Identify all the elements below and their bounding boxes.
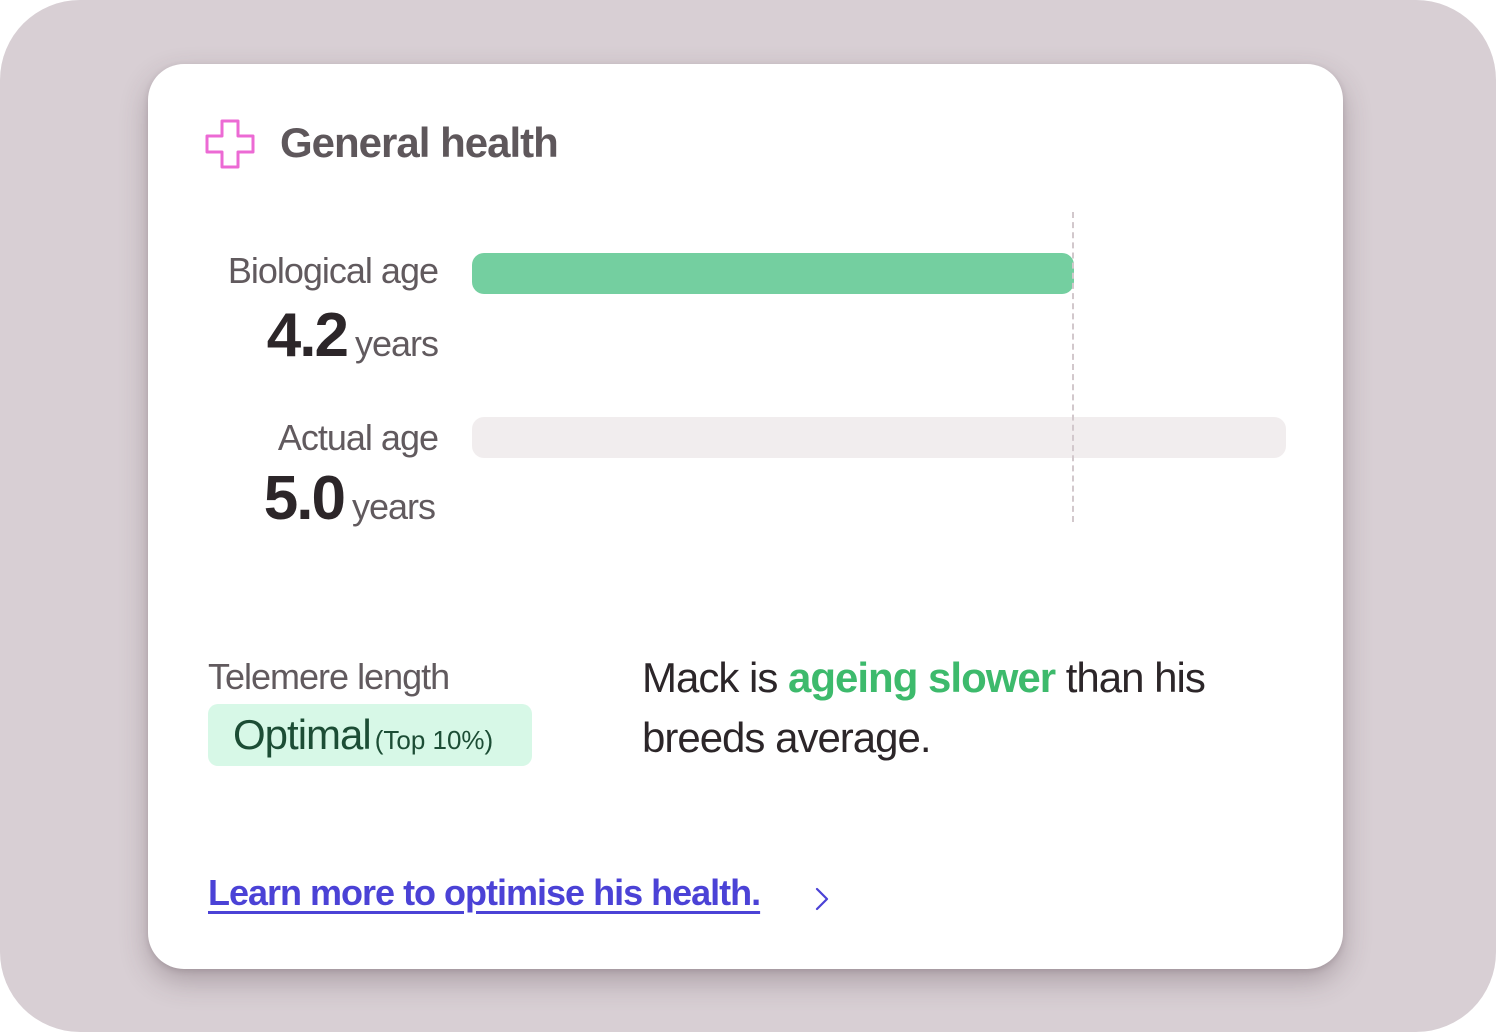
general-health-card: General health Biological age 4.2 years A…	[148, 64, 1343, 969]
medical-cross-icon	[205, 119, 255, 169]
biological-age-value: 4.2 years	[148, 301, 439, 384]
actual-age-label: Actual age	[277, 417, 439, 458]
telemere-rank: (Top 10%)	[374, 725, 494, 755]
summary-highlight: ageing slower	[788, 654, 1056, 701]
biological-age-bar-track	[472, 253, 1286, 294]
actual-age-number: 5.0	[263, 464, 346, 533]
learn-more-link[interactable]: Learn more to optimise his health.	[208, 872, 761, 913]
biological-age-unit: years	[354, 323, 439, 364]
actual-age-value: 5.0 years	[145, 464, 436, 547]
biological-age-bar	[472, 253, 1075, 294]
biological-age-label: Biological age	[227, 250, 439, 291]
actual-age-unit: years	[351, 486, 436, 527]
telemere-status-badge: Optimal (Top 10%)	[208, 704, 532, 766]
chevron-right-icon[interactable]	[814, 885, 830, 913]
telemere-label: Telemere length	[208, 656, 450, 697]
summary-prefix: Mack is	[642, 654, 789, 701]
actual-age-bar	[472, 417, 1286, 458]
actual-age-bar-track	[472, 417, 1286, 458]
card-title: General health	[280, 119, 559, 166]
ageing-summary: Mack is ageing slower than his breeds av…	[642, 648, 1262, 768]
breed-average-marker	[1072, 212, 1074, 522]
telemere-status: Optimal	[233, 711, 372, 758]
summary-suffix: than his breeds average.	[642, 654, 1206, 761]
biological-age-number: 4.2	[266, 301, 349, 370]
